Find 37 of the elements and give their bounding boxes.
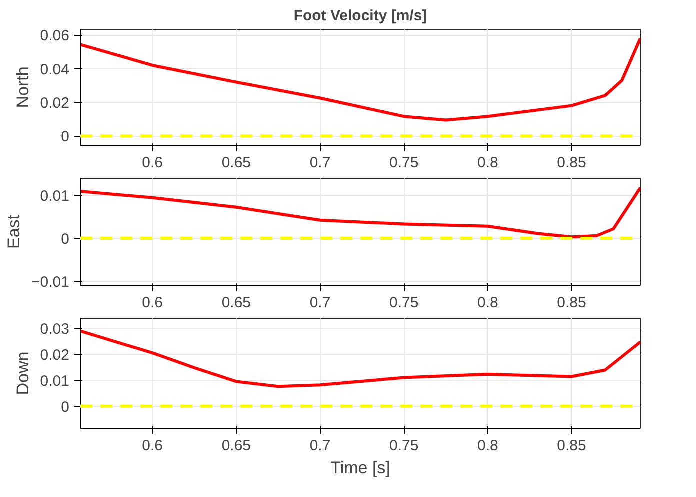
x-tick-label: 0.8 <box>478 294 498 312</box>
x-tick-label: 0.7 <box>310 438 331 454</box>
x-tick-label: 0.65 <box>222 438 252 454</box>
y-tick-label: 0.04 <box>40 61 70 78</box>
y-axis-title: North <box>13 66 32 108</box>
x-tick-label: 0.65 <box>222 154 252 172</box>
y-tick-label: 0.06 <box>40 28 70 45</box>
x-tick-label: 0.85 <box>557 154 586 172</box>
x-tick-label: 0.6 <box>142 438 164 454</box>
y-tick-label: 0.01 <box>40 188 70 205</box>
line-series <box>80 37 640 122</box>
x-tick-label: 0.8 <box>478 154 498 172</box>
y-tick-label: 0.02 <box>40 94 70 112</box>
y-tick-label: 0.02 <box>40 346 70 364</box>
x-tick-label: 0.8 <box>478 438 498 454</box>
x-tick-label: 0.75 <box>389 294 419 312</box>
y-tick-label: 0 <box>61 128 70 146</box>
y-tick-label: 0.01 <box>40 372 70 390</box>
x-tick-label: 0.7 <box>310 154 331 172</box>
x-tick-label: 0.75 <box>389 154 419 172</box>
x-tick-label: 0.85 <box>557 438 586 454</box>
chart-title: Foot Velocity [m/s] <box>294 8 428 24</box>
x-tick-label: 0.75 <box>389 438 419 454</box>
x-tick-label: 0.6 <box>142 154 164 172</box>
x-tick-label: 0.7 <box>310 294 331 312</box>
x-tick-label: 0.6 <box>142 294 164 312</box>
line-series <box>80 330 640 388</box>
x-tick-label: 0.65 <box>222 294 252 312</box>
y-axis-title: East <box>4 214 24 250</box>
y-tick-label: −0.01 <box>32 274 70 292</box>
x-axis-title: Time [s] <box>330 458 390 478</box>
y-tick-label: 0.03 <box>40 320 70 338</box>
line-series <box>80 186 640 239</box>
y-axis-title: Down <box>13 352 32 396</box>
y-tick-label: 0 <box>61 398 70 416</box>
y-tick-label: 0 <box>61 230 70 248</box>
x-tick-label: 0.85 <box>557 294 586 312</box>
